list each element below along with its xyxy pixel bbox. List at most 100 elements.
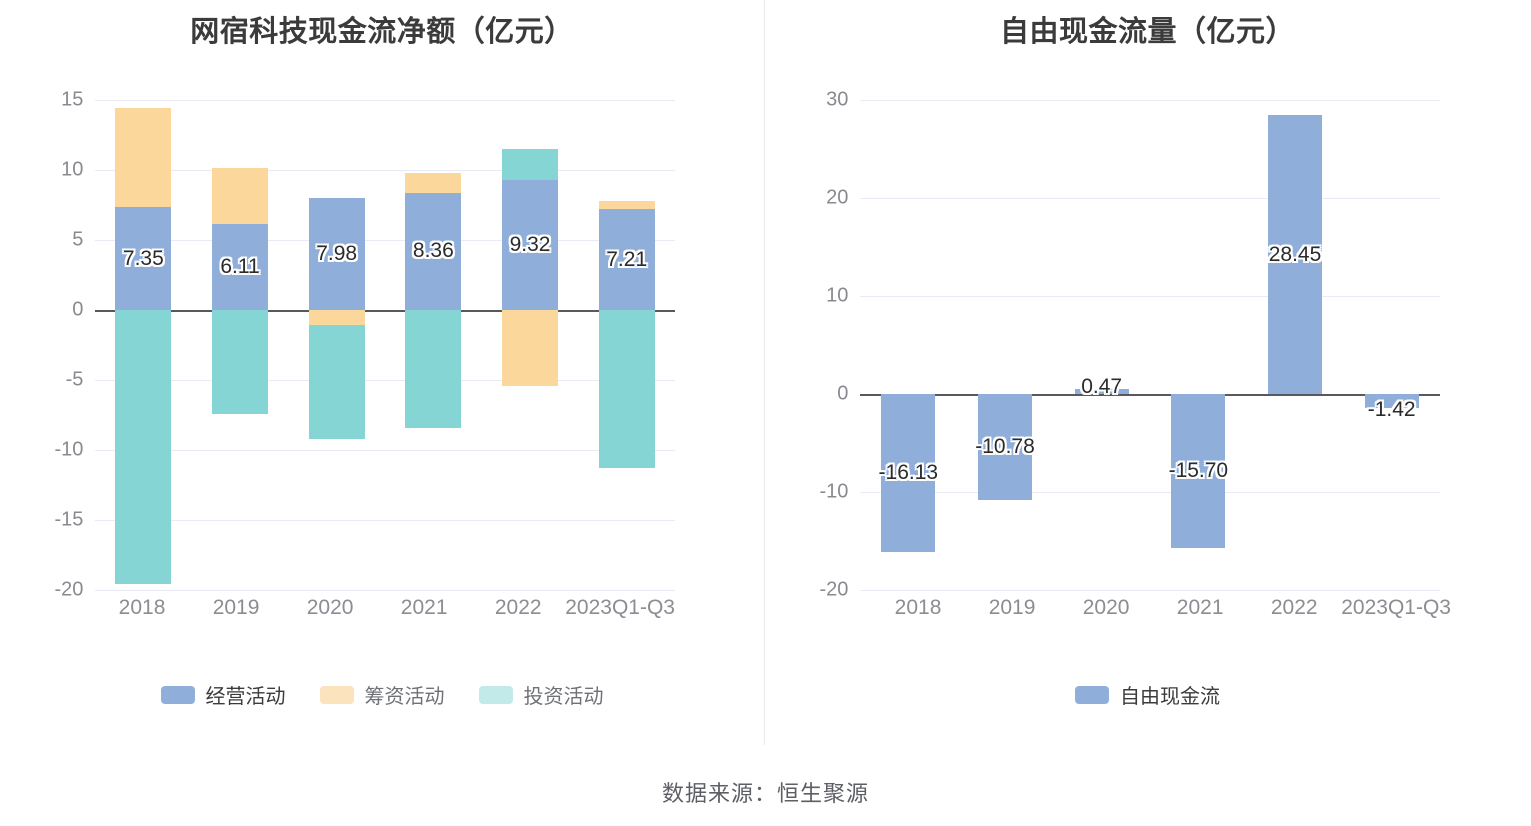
gridline bbox=[860, 590, 1440, 591]
bar-group[interactable]: 0.47 bbox=[1053, 100, 1150, 590]
bar-segment[interactable] bbox=[115, 310, 172, 584]
legend-item[interactable]: 经营活动 bbox=[160, 680, 286, 709]
y-axis-tick-label: -20 bbox=[54, 578, 84, 601]
gridline bbox=[95, 590, 675, 591]
y-axis-tick-label: 0 bbox=[72, 298, 84, 321]
bar-segment[interactable] bbox=[211, 167, 269, 225]
legend-label: 投资活动 bbox=[523, 686, 604, 708]
x-axis-tick-label: 2021 bbox=[400, 596, 448, 619]
bar-segment[interactable] bbox=[501, 179, 559, 310]
bar-value-label: 0.47 bbox=[1081, 375, 1123, 399]
x-axis-tick-label: 2023Q1-Q3 bbox=[1341, 596, 1451, 619]
bar-group[interactable]: -10.78 bbox=[957, 100, 1054, 590]
bar-group[interactable]: 6.11 bbox=[192, 100, 289, 590]
x-axis-tick-label: 2023Q1-Q3 bbox=[565, 596, 675, 619]
bar-segment[interactable] bbox=[598, 200, 655, 210]
legend-item[interactable]: 筹资活动 bbox=[319, 680, 445, 709]
panel-cashflow-net: 网宿科技现金流净额（亿元） 15 10 5 0 -5 -10 -15 -20 7.35 6.11 7… bbox=[0, 0, 765, 745]
gridline bbox=[95, 450, 675, 451]
x-axis-tick-label: 2020 bbox=[1082, 596, 1130, 619]
legend-right: 自由现金流 bbox=[765, 680, 1530, 709]
bar-segment[interactable] bbox=[1074, 389, 1129, 394]
bar-group[interactable]: -1.42 bbox=[1343, 100, 1440, 590]
legend-label: 筹资活动 bbox=[364, 686, 445, 708]
bar-segment[interactable] bbox=[211, 224, 269, 310]
y-axis-tick-label: 20 bbox=[826, 186, 849, 209]
bar-segment[interactable] bbox=[115, 108, 172, 208]
bar-segment[interactable] bbox=[308, 310, 365, 326]
bar-segment[interactable] bbox=[1267, 115, 1323, 394]
x-axis-tick-label: 2019 bbox=[988, 596, 1036, 619]
y-axis-tick-label: -10 bbox=[819, 480, 849, 503]
bar-segment[interactable] bbox=[308, 325, 365, 439]
bar-segment[interactable] bbox=[211, 310, 269, 414]
bar-segment[interactable] bbox=[977, 394, 1033, 500]
legend-item[interactable]: 投资活动 bbox=[478, 680, 604, 709]
y-axis-tick-label: 30 bbox=[826, 88, 849, 111]
data-source-note: 数据来源：恒生聚源 bbox=[661, 781, 869, 806]
bar-group[interactable]: 7.35 bbox=[95, 100, 192, 590]
charts-container: 网宿科技现金流净额（亿元） 15 10 5 0 -5 -10 -15 -20 7.35 6.11 7… bbox=[0, 0, 1530, 745]
x-axis-tick-label: 2020 bbox=[306, 596, 354, 619]
bar-segment[interactable] bbox=[405, 173, 462, 193]
gridline bbox=[95, 520, 675, 521]
x-axis-left: 2018 2019 2020 2021 2022 2023Q1-Q3 bbox=[95, 596, 675, 620]
bar-group[interactable]: -15.70 bbox=[1150, 100, 1247, 590]
y-axis-tick-label: -10 bbox=[54, 438, 84, 461]
bar-segment[interactable] bbox=[1171, 394, 1226, 548]
y-axis-tick-label: 15 bbox=[61, 88, 84, 111]
x-axis-tick-label: 2018 bbox=[118, 596, 166, 619]
gridline bbox=[860, 492, 1440, 493]
legend-swatch-icon bbox=[160, 685, 195, 704]
bar-segment[interactable] bbox=[881, 394, 936, 553]
y-axis-tick-label: -5 bbox=[65, 368, 84, 391]
gridline bbox=[95, 100, 675, 101]
x-axis-tick-label: 2022 bbox=[1270, 596, 1318, 619]
bar-segment[interactable] bbox=[405, 310, 462, 428]
bar-segment[interactable] bbox=[501, 148, 559, 180]
gridline bbox=[860, 100, 1440, 101]
y-axis-tick-label: 10 bbox=[826, 284, 849, 307]
bar-segment[interactable] bbox=[501, 310, 559, 386]
bar-group[interactable]: 7.98 bbox=[288, 100, 385, 590]
x-axis-tick-label: 2018 bbox=[894, 596, 942, 619]
y-axis-tick-label: -15 bbox=[54, 508, 84, 531]
legend-left: 经营活动 筹资活动 投资活动 bbox=[0, 680, 764, 709]
gridline bbox=[860, 296, 1440, 297]
zero-axis-line bbox=[860, 394, 1440, 396]
gridline bbox=[95, 240, 675, 241]
bars-container: -16.13 -10.78 0.47 -15.70 28.45 -1.42 bbox=[860, 100, 1440, 590]
legend-swatch-icon bbox=[1075, 685, 1109, 704]
legend-swatch-icon bbox=[319, 685, 354, 704]
bar-group[interactable]: 9.32 bbox=[482, 100, 579, 590]
chart-title-right: 自由现金流量（亿元） bbox=[999, 16, 1295, 48]
bar-segment[interactable] bbox=[598, 209, 655, 310]
bar-group[interactable]: -16.13 bbox=[860, 100, 957, 590]
x-axis-tick-label: 2022 bbox=[494, 596, 542, 619]
plot-area-right: 30 20 10 0 -10 -20 -16.13 -10.78 0.47 -15.70 28.45… bbox=[820, 89, 1440, 601]
chart-title-left: 网宿科技现金流净额（亿元） bbox=[190, 16, 574, 48]
bar-group[interactable]: 7.21 bbox=[578, 100, 675, 590]
gridline bbox=[860, 198, 1440, 199]
legend-item[interactable]: 自由现金流 bbox=[1075, 680, 1220, 709]
legend-swatch-icon bbox=[478, 685, 513, 704]
zero-axis-line bbox=[95, 310, 675, 312]
legend-label: 经营活动 bbox=[205, 686, 286, 708]
x-axis-tick-label: 2021 bbox=[1176, 596, 1224, 619]
x-axis-right: 2018 2019 2020 2021 2022 2023Q1-Q3 bbox=[871, 596, 1451, 620]
legend-label: 自由现金流 bbox=[1120, 686, 1220, 708]
bar-segment[interactable] bbox=[598, 310, 655, 469]
bar-segment[interactable] bbox=[405, 192, 462, 310]
bar-segment[interactable] bbox=[1364, 394, 1419, 408]
bar-segment[interactable] bbox=[308, 198, 365, 310]
plot-area-left: 15 10 5 0 -5 -10 -15 -20 7.35 6.11 7.98 8.36 9.32 7.2… bbox=[55, 89, 675, 601]
gridline bbox=[95, 170, 675, 171]
bar-group[interactable]: 8.36 bbox=[385, 100, 482, 590]
y-axis-tick-label: 10 bbox=[61, 158, 84, 181]
bar-segment[interactable] bbox=[115, 207, 172, 310]
panel-free-cashflow: 自由现金流量（亿元） 30 20 10 0 -10 -20 -16.13 -10.78 0.47… bbox=[765, 0, 1530, 745]
bars-container: 7.35 6.11 7.98 8.36 9.32 7.21 bbox=[95, 100, 675, 590]
x-axis-tick-label: 2019 bbox=[212, 596, 260, 619]
bar-group[interactable]: 28.45 bbox=[1247, 100, 1344, 590]
